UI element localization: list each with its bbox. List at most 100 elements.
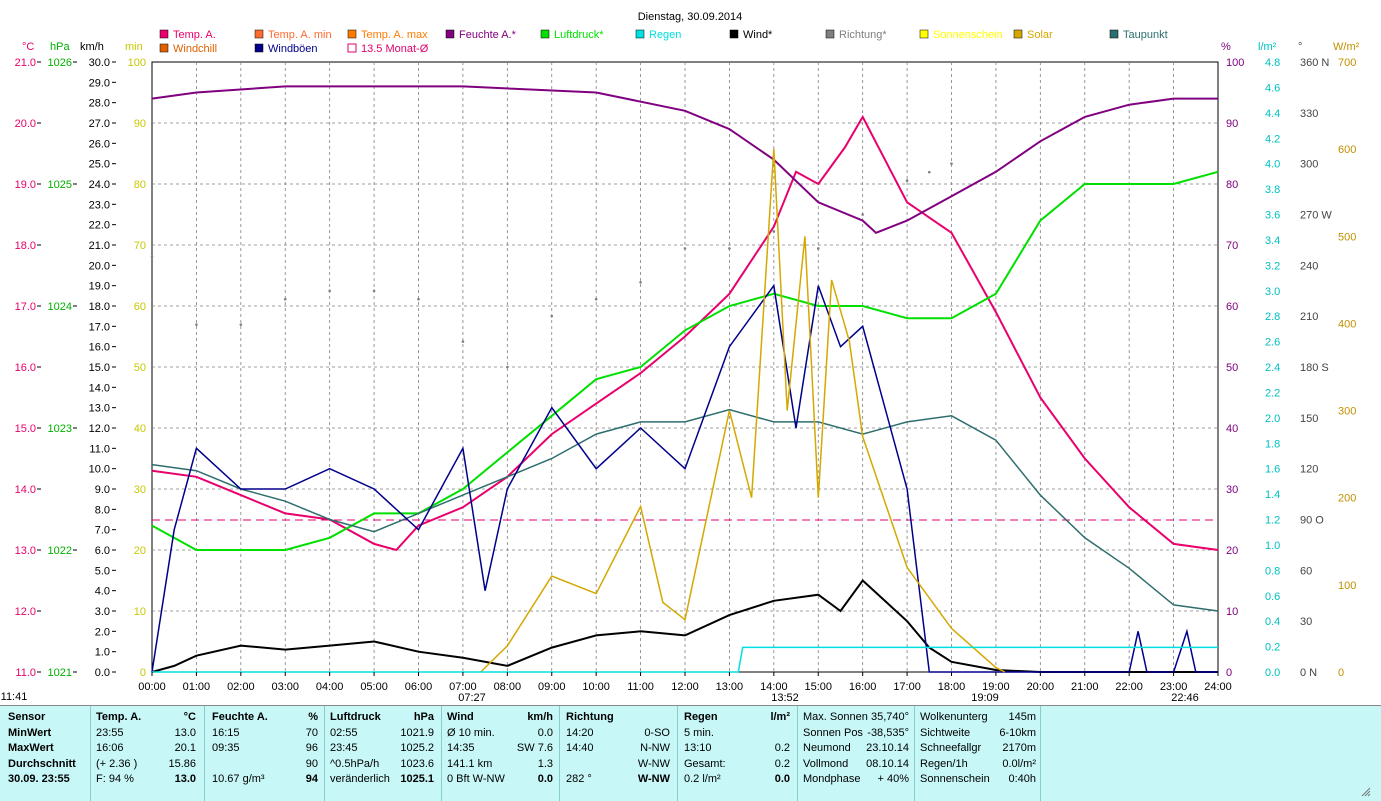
series-temp-a [151, 114, 1219, 552]
humidity-avg: 90 [305, 757, 318, 770]
stats-row-labels: Sensor MinWert MaxWert Durchschnitt 30.0… [8, 710, 88, 788]
rain-axis-tick-label: 0.4 [1265, 616, 1280, 628]
wind-header: Wind [447, 711, 474, 723]
wind-current: 0.0 [537, 773, 553, 785]
temp-axis-tick-label: 17.0 [15, 301, 36, 313]
rain-axis-tick-label: 0.2 [1265, 642, 1280, 654]
legend-label: Regen [649, 29, 681, 41]
minutes-axis-tick-label: 70 [134, 240, 146, 252]
direction-point [639, 280, 642, 284]
resize-grip-icon[interactable] [1361, 787, 1371, 797]
x-tick-label: 04:00 [316, 681, 344, 693]
rain-axis-tick-label: 3.6 [1265, 210, 1280, 222]
direction-point [150, 255, 154, 259]
humidity-axis-unit: % [1221, 41, 1231, 53]
wind-axis-tick-label: 24.0 [89, 179, 110, 191]
sun-value: 08.10.14 [866, 757, 909, 770]
direction-time-1: 14:20 [566, 726, 594, 739]
temp-unit: °C [183, 711, 196, 723]
wind-unit: km/h [527, 711, 553, 723]
direction-value-1: 0-SO [644, 726, 670, 739]
direction-degrees: 282 ° [566, 773, 592, 785]
wind-axis-tick-label: 20.0 [89, 260, 110, 272]
x-tick-label: 09:00 [538, 681, 566, 693]
direction-time-2: 14:40 [566, 742, 594, 754]
pressure-axis-tick-label: 1025 [48, 179, 72, 191]
minutes-axis-tick-label: 90 [134, 118, 146, 130]
solar-axis-tick-label: 700 [1338, 57, 1356, 69]
sun-label: Max. Sonnen [803, 711, 868, 723]
temp-avg: 15.86 [168, 757, 196, 770]
x-tick-label: 19:00 [982, 681, 1010, 693]
wind-axis-tick-label: 26.0 [89, 138, 110, 150]
legend-label: Sonnenschein [933, 29, 1003, 41]
stats-pressure: Luftdruck hPa 02:55 1021.9 23:45 1025.2 ^0.… [330, 710, 434, 788]
rain-axis-tick-label: 3.0 [1265, 286, 1280, 298]
grid [152, 62, 1218, 672]
direction-axis-tick-label: 150 [1300, 413, 1318, 425]
legend-label: Richtung* [839, 29, 887, 41]
wind-axis-tick-label: 9.0 [95, 484, 110, 496]
wind-bft: 0 Bft W-NW [447, 773, 505, 785]
pressure-axis-tick-label: 1024 [48, 301, 72, 313]
cloud-label: Schneefallgr [920, 742, 982, 754]
legend-swatch [919, 29, 929, 39]
stats-wind: Wind km/h Ø 10 min. 0.0 14:35 SW 7.6 141.1 … [447, 710, 553, 788]
rain-axis-tick-label: 2.8 [1265, 311, 1280, 323]
wind-axis-tick-label: 13.0 [89, 403, 110, 415]
pressure-header: Luftdruck [330, 711, 381, 723]
legend-label: Temp. A. [173, 29, 216, 41]
pressure-min: 1021.9 [400, 726, 434, 739]
direction-axis-tick-label: 300 [1300, 159, 1318, 171]
pressure-avg: 1023.6 [400, 757, 434, 770]
rain-axis-tick-label: 0.8 [1265, 565, 1280, 577]
legend-label: Luftdruck* [554, 29, 604, 41]
humidity-axis-tick-label: 30 [1226, 484, 1238, 496]
stats-humidity: Feuchte A.% 16:15 70 09:35 96 90 10.67 g/m… [212, 710, 318, 788]
sun-label: Vollmond [803, 757, 849, 770]
direction-axis-tick-label: 180 S [1300, 362, 1329, 374]
wind-run: 141.1 km [447, 757, 493, 770]
series-windb-en [151, 283, 1218, 673]
minutes-axis-tick-label: 100 [128, 57, 146, 69]
temp-current: 13.0 [174, 773, 196, 785]
direction-current: W-NW [637, 773, 670, 785]
direction-point [772, 230, 776, 233]
rain-unit: l/m² [770, 711, 790, 723]
solar-axis-tick-label: 500 [1338, 231, 1356, 243]
weather-chart: Dienstag, 30.09.2014 Temp. A. Temp. A. mi… [1, 11, 1360, 704]
x-tick-label: 00:00 [138, 681, 166, 693]
x-tick-label: 11:00 [627, 681, 654, 693]
legend-swatch [159, 43, 169, 53]
x-tick-label: 21:00 [1071, 681, 1099, 693]
stats-rain: Regen l/m² 5 min. 13:10 0.2 Gesamt: 0.2 0.2… [684, 710, 790, 788]
pressure-min-time: 02:55 [330, 726, 358, 739]
cloud-value: 2170m [1002, 742, 1036, 754]
wind-axis-tick-label: 8.0 [95, 504, 110, 516]
wind-avg10: 0.0 [537, 726, 553, 739]
rain-axis-tick-label: 4.6 [1265, 82, 1280, 94]
minutes-axis-tick-label: 40 [134, 423, 146, 435]
wind-axis-tick-label: 0.0 [95, 667, 110, 679]
cloud-value: 0.0l/m² [1002, 757, 1036, 770]
wind-axis-tick-label: 18.0 [89, 301, 110, 313]
pressure-axis-unit: hPa [50, 41, 70, 53]
chart-title: Dienstag, 30.09.2014 [638, 11, 743, 23]
legend-swatch [254, 29, 264, 39]
humidity-header: Feuchte A. [212, 711, 268, 723]
direction-point [861, 213, 864, 216]
direction-point [816, 247, 820, 250]
direction-point [594, 297, 598, 301]
series-feuchte-a [151, 85, 1218, 234]
humidity-min: 70 [305, 726, 318, 739]
wind-axis-tick-label: 28.0 [89, 98, 110, 110]
humidity-axis-tick-label: 100 [1226, 57, 1244, 69]
x-tick-label: 16:00 [849, 681, 877, 693]
stats-temp: Temp. A. °C 23:55 13.0 16:06 20.1 (+ 2.36 )… [96, 710, 196, 788]
rain-axis-tick-label: 0.6 [1265, 591, 1280, 603]
direction-avg: W-NW [637, 757, 670, 770]
direction-axis-unit: ° [1298, 41, 1302, 53]
direction-point [728, 247, 731, 250]
solar-axis-unit: W/m² [1333, 41, 1360, 53]
x-tick-label: 20:00 [1027, 681, 1055, 693]
